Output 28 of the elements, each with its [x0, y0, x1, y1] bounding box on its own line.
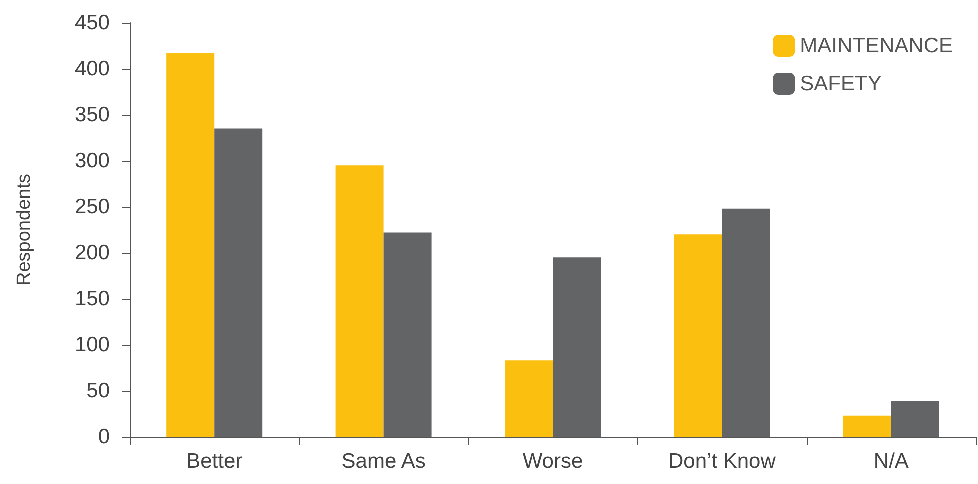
- y-tick-label: 450: [74, 12, 110, 34]
- x-tick-label: Don’t Know: [668, 450, 777, 473]
- x-tick-label: Better: [186, 450, 243, 473]
- bar: [384, 232, 432, 437]
- legend-label: SAFETY: [800, 72, 882, 96]
- bar: [891, 401, 940, 437]
- bar: [166, 53, 215, 437]
- y-tick-label: 350: [74, 104, 110, 126]
- bar: [505, 360, 553, 437]
- y-tick-label: 150: [74, 288, 110, 310]
- x-tick-label: Worse: [522, 450, 584, 473]
- bar: [722, 208, 770, 437]
- bar: [674, 234, 722, 437]
- y-tick-label: 200: [74, 242, 110, 264]
- legend-label: MAINTENANCE: [800, 34, 954, 58]
- x-tick-label: N/A: [874, 450, 909, 473]
- y-tick-label: 0: [98, 426, 110, 448]
- y-tick-label: 400: [74, 58, 110, 80]
- bar: [336, 166, 384, 437]
- y-tick-label: 250: [74, 196, 110, 218]
- bar: [553, 258, 601, 437]
- y-tick-label: 300: [74, 150, 110, 172]
- y-tick-label: 50: [86, 380, 110, 402]
- bar: [214, 128, 263, 437]
- x-tick-label: Same As: [342, 450, 426, 473]
- bar: [843, 416, 892, 437]
- y-tick-label: 100: [74, 334, 110, 356]
- y-axis-title: Respondents: [14, 174, 35, 286]
